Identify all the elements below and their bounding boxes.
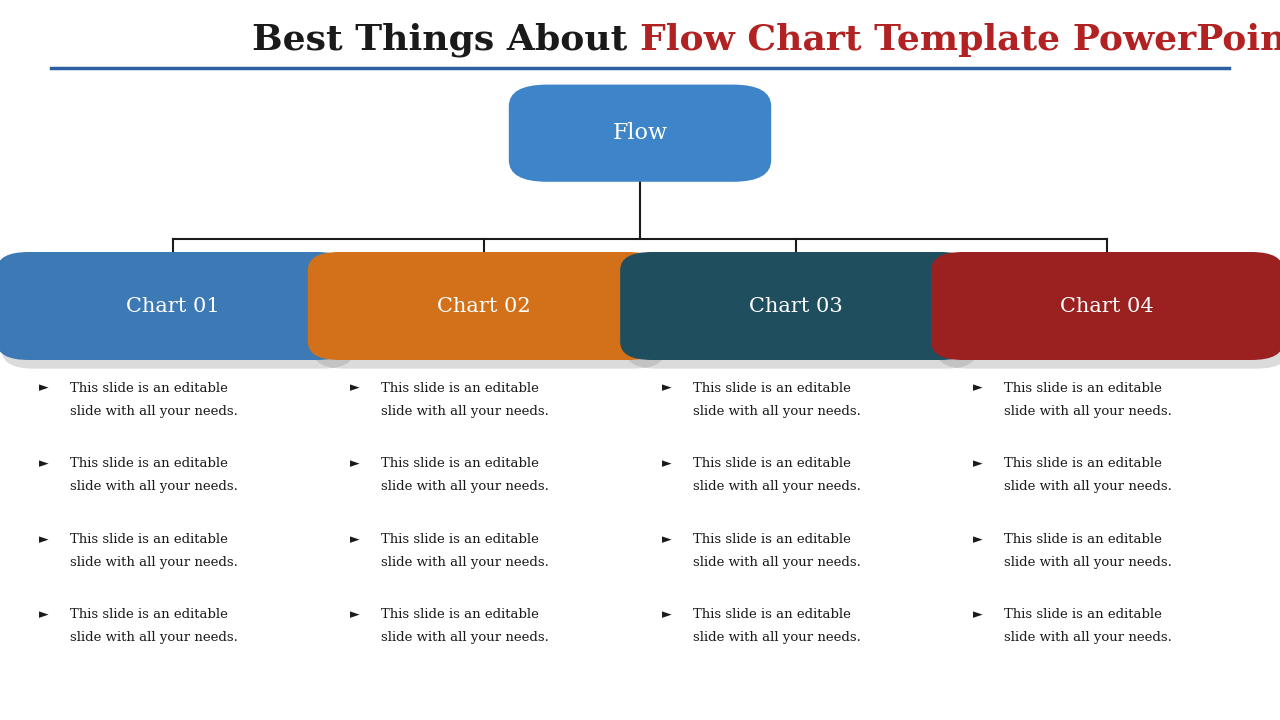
Text: This slide is an editable: This slide is an editable bbox=[381, 457, 539, 470]
Text: slide with all your needs.: slide with all your needs. bbox=[70, 631, 238, 644]
FancyBboxPatch shape bbox=[308, 252, 660, 360]
Text: Flow Chart Template PowerPoint: Flow Chart Template PowerPoint bbox=[640, 22, 1280, 57]
FancyBboxPatch shape bbox=[625, 261, 978, 369]
Text: This slide is an editable: This slide is an editable bbox=[694, 382, 851, 395]
Text: ►: ► bbox=[663, 457, 672, 470]
Text: slide with all your needs.: slide with all your needs. bbox=[694, 631, 861, 644]
Text: This slide is an editable: This slide is an editable bbox=[70, 533, 228, 546]
Text: ►: ► bbox=[973, 608, 983, 621]
Text: This slide is an editable: This slide is an editable bbox=[70, 382, 228, 395]
Text: ►: ► bbox=[973, 382, 983, 395]
FancyBboxPatch shape bbox=[0, 252, 348, 360]
FancyBboxPatch shape bbox=[314, 261, 666, 369]
Text: ►: ► bbox=[663, 608, 672, 621]
Text: This slide is an editable: This slide is an editable bbox=[694, 457, 851, 470]
Text: slide with all your needs.: slide with all your needs. bbox=[381, 405, 549, 418]
Text: This slide is an editable: This slide is an editable bbox=[381, 382, 539, 395]
Text: slide with all your needs.: slide with all your needs. bbox=[70, 480, 238, 493]
Text: ►: ► bbox=[351, 457, 360, 470]
FancyBboxPatch shape bbox=[937, 261, 1280, 369]
Text: ►: ► bbox=[973, 533, 983, 546]
Text: This slide is an editable: This slide is an editable bbox=[1004, 608, 1162, 621]
Text: This slide is an editable: This slide is an editable bbox=[70, 608, 228, 621]
Text: Chart 03: Chart 03 bbox=[749, 297, 844, 315]
Text: ►: ► bbox=[40, 533, 49, 546]
Text: Chart 04: Chart 04 bbox=[1060, 297, 1155, 315]
Text: ►: ► bbox=[40, 608, 49, 621]
Text: This slide is an editable: This slide is an editable bbox=[70, 457, 228, 470]
Text: ►: ► bbox=[663, 382, 672, 395]
Text: slide with all your needs.: slide with all your needs. bbox=[694, 405, 861, 418]
Text: slide with all your needs.: slide with all your needs. bbox=[381, 480, 549, 493]
Text: slide with all your needs.: slide with all your needs. bbox=[70, 556, 238, 569]
Text: slide with all your needs.: slide with all your needs. bbox=[1004, 631, 1172, 644]
Text: ►: ► bbox=[973, 457, 983, 470]
Text: slide with all your needs.: slide with all your needs. bbox=[1004, 405, 1172, 418]
Text: This slide is an editable: This slide is an editable bbox=[381, 533, 539, 546]
Text: Chart 01: Chart 01 bbox=[125, 297, 220, 315]
FancyBboxPatch shape bbox=[620, 252, 973, 360]
Text: Chart 02: Chart 02 bbox=[436, 297, 531, 315]
Text: This slide is an editable: This slide is an editable bbox=[1004, 533, 1162, 546]
Text: slide with all your needs.: slide with all your needs. bbox=[381, 556, 549, 569]
Text: ►: ► bbox=[40, 382, 49, 395]
Text: This slide is an editable: This slide is an editable bbox=[1004, 457, 1162, 470]
Text: slide with all your needs.: slide with all your needs. bbox=[381, 631, 549, 644]
Text: ►: ► bbox=[40, 457, 49, 470]
FancyBboxPatch shape bbox=[508, 85, 771, 182]
Text: slide with all your needs.: slide with all your needs. bbox=[70, 405, 238, 418]
Text: This slide is an editable: This slide is an editable bbox=[694, 533, 851, 546]
Text: slide with all your needs.: slide with all your needs. bbox=[694, 556, 861, 569]
FancyBboxPatch shape bbox=[932, 252, 1280, 360]
FancyBboxPatch shape bbox=[3, 261, 353, 369]
Text: ►: ► bbox=[351, 382, 360, 395]
Text: slide with all your needs.: slide with all your needs. bbox=[1004, 480, 1172, 493]
Text: This slide is an editable: This slide is an editable bbox=[694, 608, 851, 621]
Text: Flow: Flow bbox=[613, 122, 667, 144]
Text: ►: ► bbox=[351, 533, 360, 546]
Text: ►: ► bbox=[351, 608, 360, 621]
Text: ►: ► bbox=[663, 533, 672, 546]
Text: This slide is an editable: This slide is an editable bbox=[1004, 382, 1162, 395]
Text: slide with all your needs.: slide with all your needs. bbox=[694, 480, 861, 493]
Text: Best Things About: Best Things About bbox=[252, 22, 640, 57]
Text: slide with all your needs.: slide with all your needs. bbox=[1004, 556, 1172, 569]
Text: This slide is an editable: This slide is an editable bbox=[381, 608, 539, 621]
